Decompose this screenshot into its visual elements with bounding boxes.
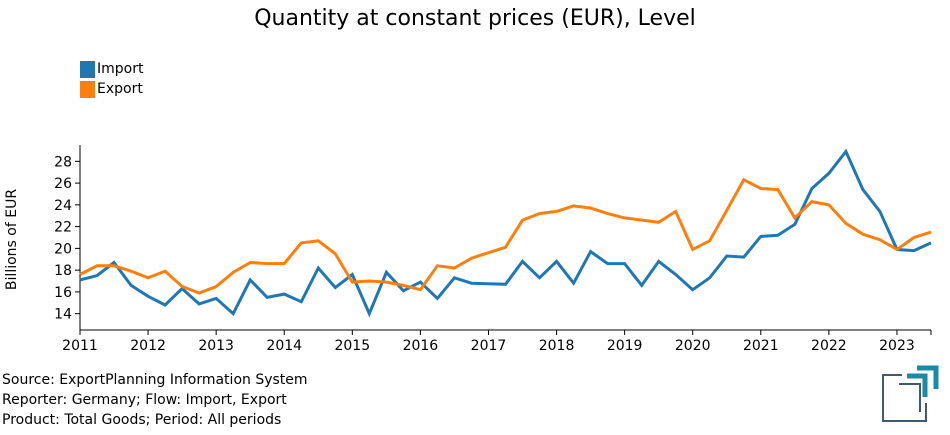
- x-tick-label: 2019: [607, 338, 643, 354]
- x-tick-label: 2022: [811, 338, 847, 354]
- footer: Source: ExportPlanning Information Syste…: [2, 370, 308, 430]
- legend-swatch-export: [80, 80, 95, 98]
- legend-item-import: Import: [80, 59, 143, 79]
- y-tick-label: 26: [54, 176, 72, 192]
- x-tick-label: 2023: [879, 338, 915, 354]
- series-lines: [79, 148, 932, 318]
- x-tick-label: 2018: [539, 338, 575, 354]
- y-tick-label: 20: [54, 241, 72, 257]
- y-tick-label: 28: [54, 154, 72, 170]
- legend-label-import: Import: [97, 61, 144, 77]
- y-tick-label: 18: [54, 263, 72, 279]
- x-tick-label: 2015: [334, 338, 370, 354]
- x-tick-label: 2017: [471, 338, 507, 354]
- chart-title: Quantity at constant prices (EUR), Level: [254, 6, 696, 31]
- y-tick-label: 24: [54, 198, 72, 214]
- source-text: Source: ExportPlanning Information Syste…: [2, 372, 308, 388]
- y-tick-label: 14: [54, 307, 72, 323]
- legend-label-export: Export: [97, 81, 143, 97]
- x-tick-label: 2011: [62, 338, 98, 354]
- exportplanning-logo-icon: [882, 365, 939, 422]
- x-tick-label: 2013: [198, 338, 234, 354]
- legend: Import Export: [80, 59, 143, 99]
- reporter-text: Reporter: Germany; Flow: Import, Export: [2, 392, 287, 408]
- x-tick-label: 2016: [403, 338, 439, 354]
- x-tick-label: 2012: [130, 338, 166, 354]
- legend-item-export: Export: [80, 79, 143, 99]
- legend-swatch-import: [80, 60, 95, 78]
- x-tick-label: 2021: [743, 338, 779, 354]
- y-axis-label: Billions of EUR: [4, 189, 20, 290]
- y-tick-label: 16: [54, 285, 72, 301]
- series-line-import: [79, 148, 932, 318]
- product-text: Product: Total Goods; Period: All period…: [2, 412, 282, 428]
- y-tick-label: 22: [54, 220, 72, 236]
- x-tick-label: 2020: [675, 338, 711, 354]
- x-tick-label: 2014: [266, 338, 302, 354]
- series-line-export: [79, 177, 932, 295]
